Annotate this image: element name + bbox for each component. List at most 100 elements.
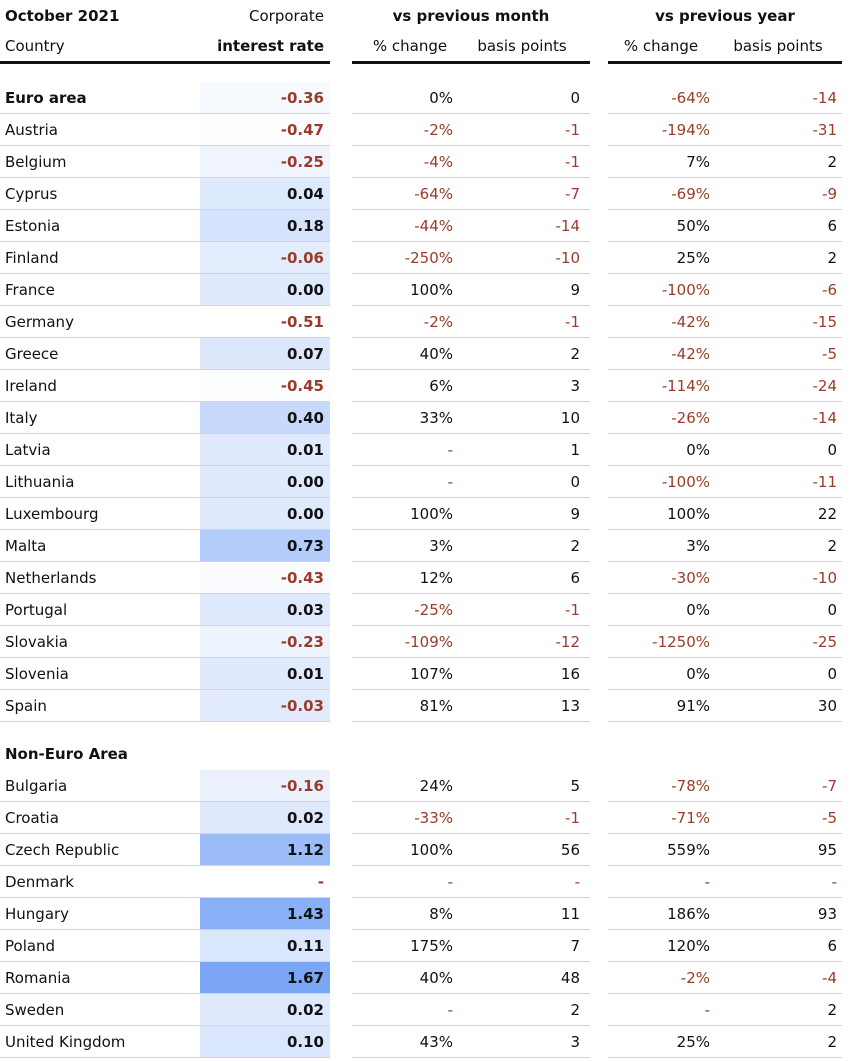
- value: 0.10: [286, 1033, 324, 1051]
- value: -24: [812, 377, 838, 395]
- value: -5: [822, 809, 837, 827]
- row-rule: [0, 209, 330, 210]
- value: 0.00: [286, 473, 324, 491]
- rate-cell: [200, 146, 330, 178]
- value: -: [317, 873, 324, 891]
- row-rule: [608, 801, 842, 802]
- value: -71%: [671, 809, 710, 827]
- group-header: vs previous month: [392, 7, 550, 25]
- value: 120%: [667, 937, 710, 955]
- value: 0%: [686, 601, 710, 619]
- value: -64%: [414, 185, 453, 203]
- row-rule: [352, 929, 590, 930]
- rate-cell: [200, 658, 330, 690]
- country: Lithuania: [5, 473, 75, 491]
- value: -1250%: [652, 633, 710, 651]
- row-rule: [352, 337, 590, 338]
- value: 93: [817, 905, 837, 923]
- row-rule: [352, 993, 590, 994]
- value: -: [704, 873, 710, 891]
- value: 559%: [667, 841, 710, 859]
- value: 100%: [410, 841, 453, 859]
- row-rule: [0, 897, 330, 898]
- row-rule: [0, 721, 330, 722]
- value: -194%: [661, 121, 710, 139]
- value: 11: [560, 905, 580, 923]
- rate-cell: [200, 530, 330, 562]
- value: 1: [570, 441, 580, 459]
- country: Ireland: [5, 377, 57, 395]
- country: Germany: [5, 313, 74, 331]
- value: 0: [827, 665, 837, 683]
- value: 2: [827, 1001, 837, 1019]
- value: 0.11: [286, 937, 324, 955]
- row-rule: [352, 241, 590, 242]
- value: 56: [560, 841, 580, 859]
- value: -250%: [404, 249, 453, 267]
- row-rule: [0, 657, 330, 658]
- rate-cell: [200, 242, 330, 274]
- value: -1: [565, 121, 580, 139]
- value: 81%: [419, 697, 453, 715]
- country: Denmark: [5, 873, 74, 891]
- value: -42%: [671, 345, 710, 363]
- value: -25%: [414, 601, 453, 619]
- value: -0.16: [280, 777, 324, 795]
- rate-cell: [200, 466, 330, 498]
- value: -: [831, 873, 837, 891]
- value: 0.00: [286, 505, 324, 523]
- value: -7: [565, 185, 580, 203]
- value: 6%: [429, 377, 453, 395]
- value: 6: [827, 937, 837, 955]
- country: Luxembourg: [5, 505, 99, 523]
- country: Finland: [5, 249, 59, 267]
- value: 2: [827, 1033, 837, 1051]
- value: 0.18: [286, 217, 324, 235]
- value: -1: [565, 601, 580, 619]
- value: 2: [570, 537, 580, 555]
- country: Portugal: [5, 601, 68, 619]
- country: Estonia: [5, 217, 61, 235]
- value: 0.01: [286, 665, 324, 683]
- row-rule: [608, 113, 842, 114]
- value: 10: [560, 409, 580, 427]
- col-header: Corporate: [249, 7, 324, 25]
- row-rule: [608, 177, 842, 178]
- value: -: [447, 1001, 453, 1019]
- row-rule: [608, 433, 842, 434]
- value: -44%: [414, 217, 453, 235]
- row-rule: [352, 625, 590, 626]
- value: -15: [812, 313, 838, 331]
- row-rule: [0, 1057, 330, 1058]
- value: 100%: [667, 505, 710, 523]
- row-rule: [608, 625, 842, 626]
- row-rule: [608, 593, 842, 594]
- row-rule: [0, 1025, 330, 1026]
- col-header: basis points: [733, 37, 823, 55]
- row-rule: [0, 801, 330, 802]
- value: 6: [570, 569, 580, 587]
- row-rule: [608, 209, 842, 210]
- row-rule: [0, 177, 330, 178]
- row-rule: [352, 209, 590, 210]
- value: -33%: [414, 809, 453, 827]
- rate-cell: [200, 626, 330, 658]
- value: 186%: [667, 905, 710, 923]
- rate-cell: [200, 82, 330, 114]
- group-header: vs previous year: [655, 7, 795, 25]
- value: -31: [812, 121, 838, 139]
- value: 30: [817, 697, 837, 715]
- value: -4%: [423, 153, 453, 171]
- row-rule: [352, 689, 590, 690]
- value: 24%: [419, 777, 453, 795]
- row-rule: [0, 993, 330, 994]
- row-rule: [0, 833, 330, 834]
- rate-cell: [200, 178, 330, 210]
- value: -0.06: [280, 249, 324, 267]
- value: 9: [570, 281, 580, 299]
- value: -100%: [661, 281, 710, 299]
- row-rule: [608, 241, 842, 242]
- value: 7%: [686, 153, 710, 171]
- row-rule: [352, 113, 590, 114]
- country: Spain: [5, 697, 47, 715]
